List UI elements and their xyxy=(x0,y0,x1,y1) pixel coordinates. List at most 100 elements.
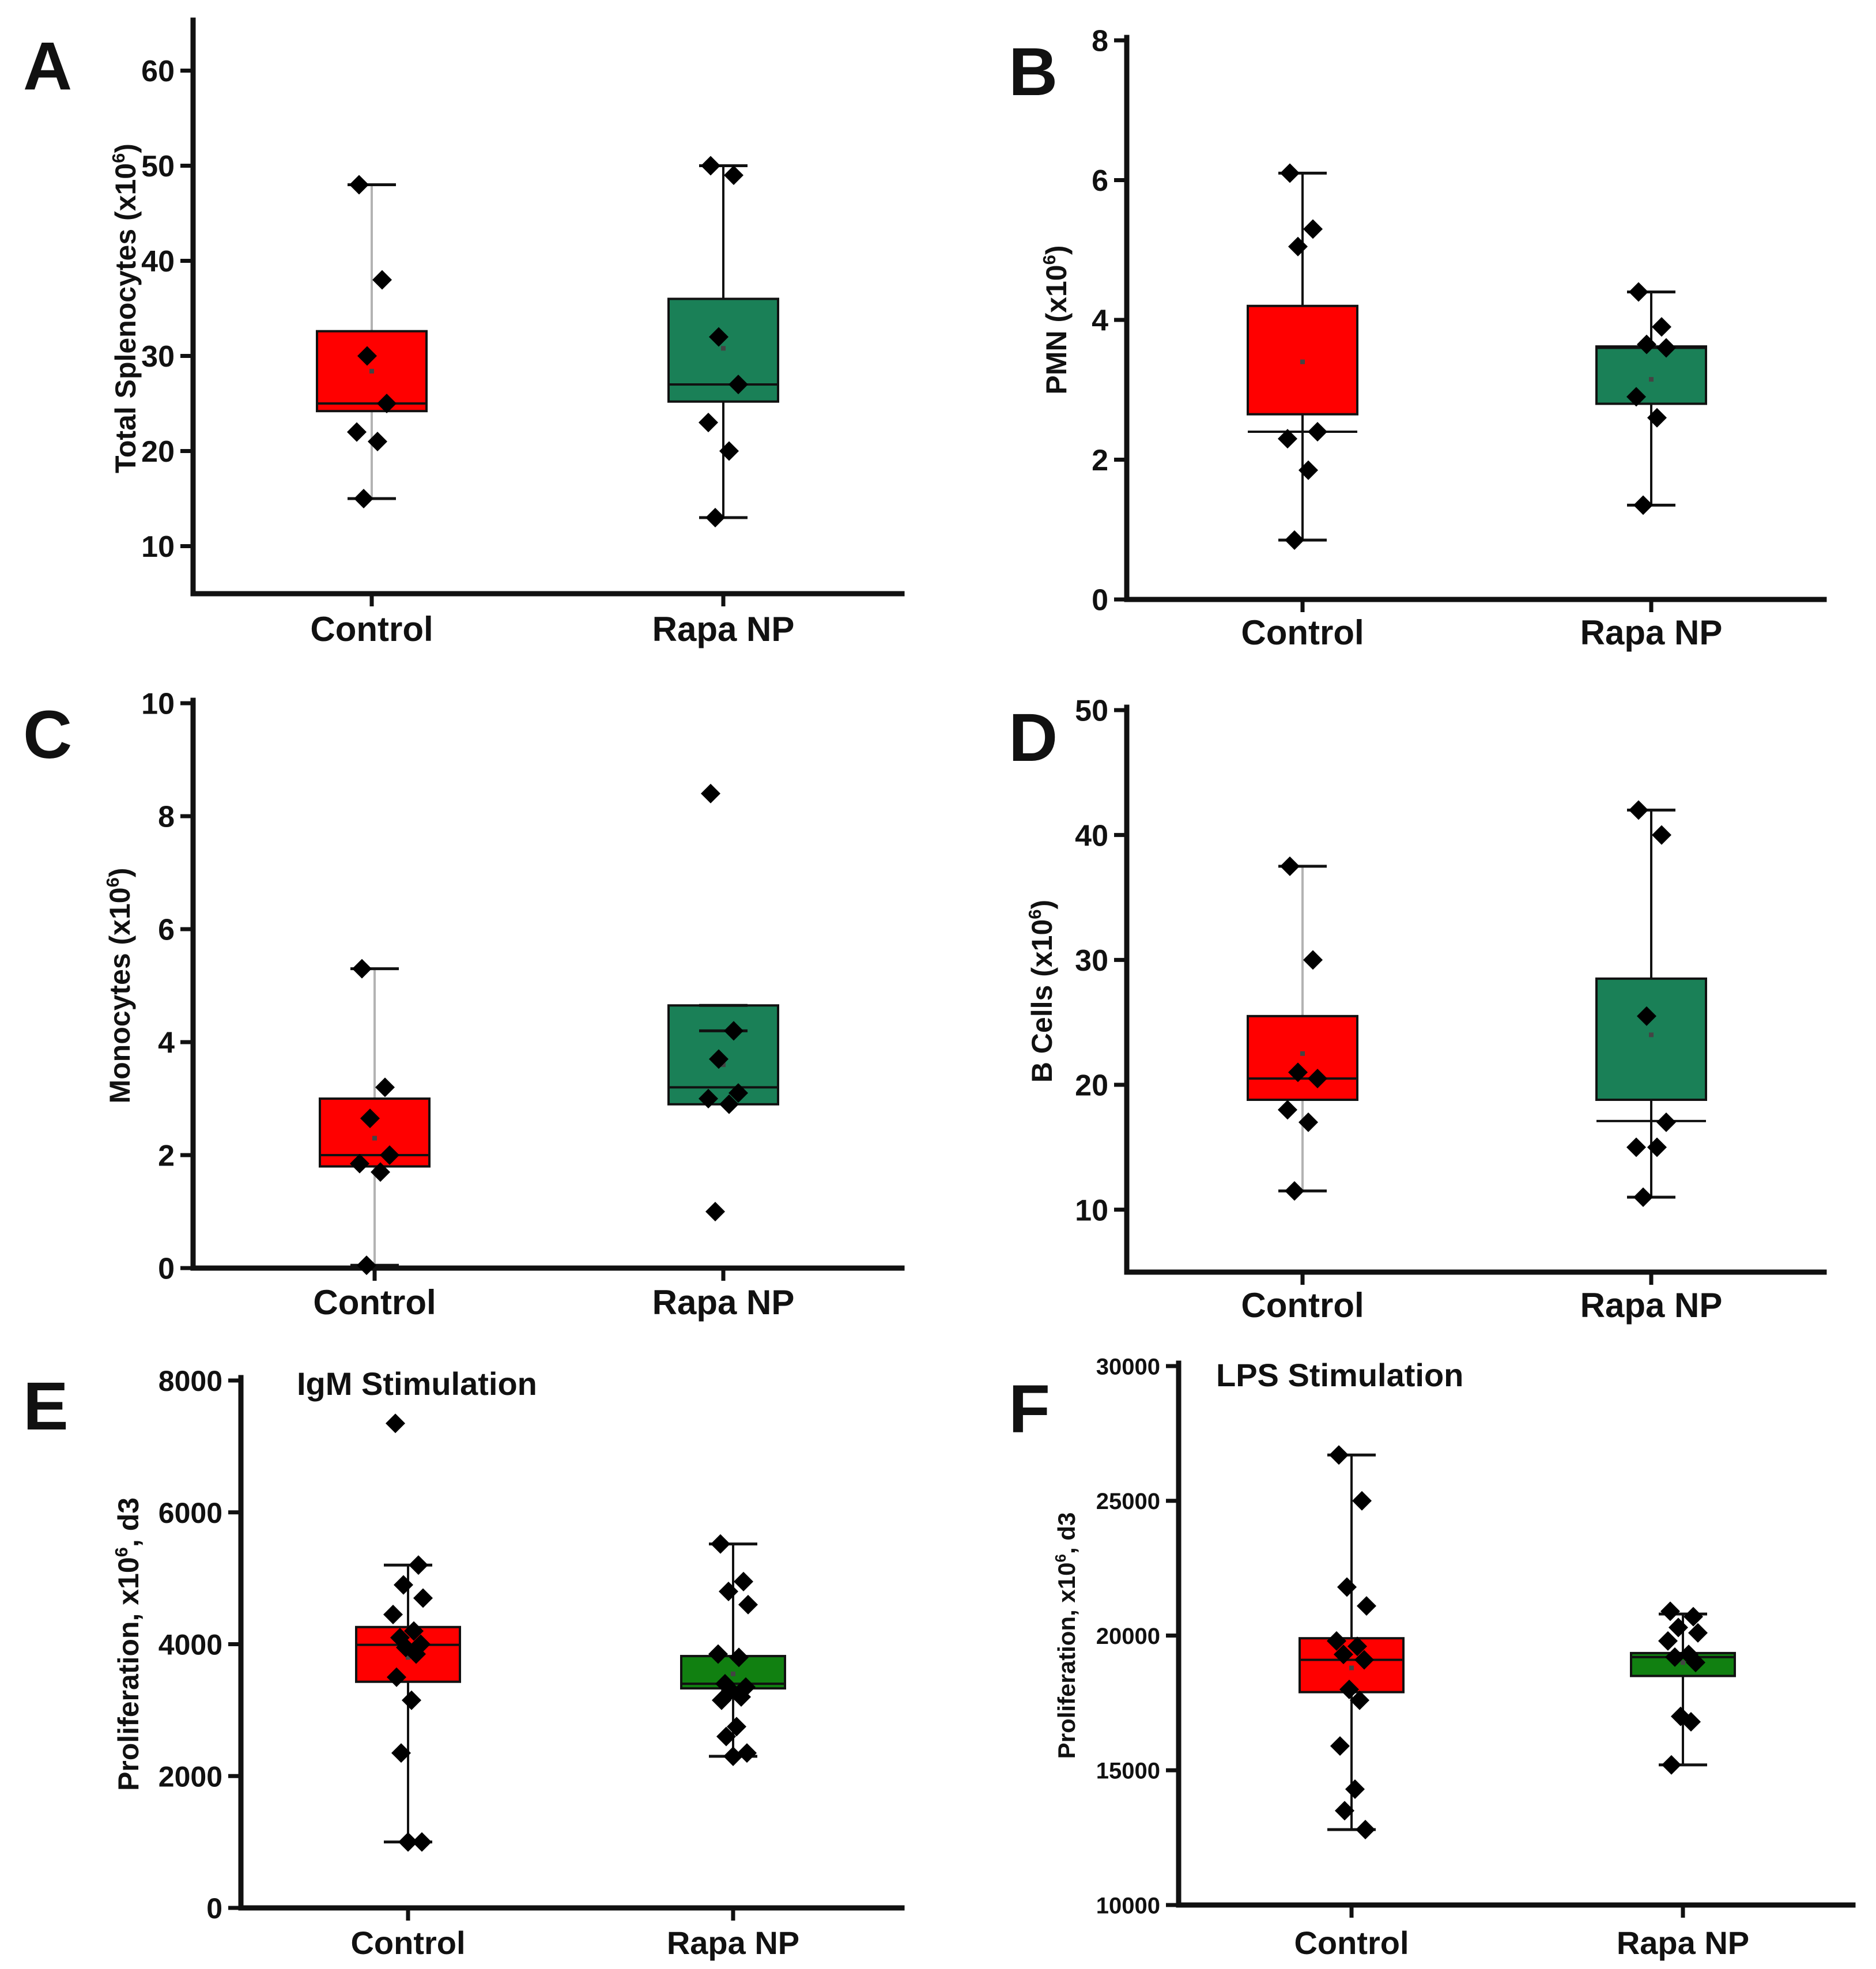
data-point xyxy=(1337,1577,1357,1597)
data-point xyxy=(1339,1680,1359,1699)
data-point xyxy=(728,1083,748,1103)
y-tick-label: 50 xyxy=(1075,695,1108,728)
data-point xyxy=(375,1077,395,1097)
y-axis-label-text: B Cells (x10 xyxy=(1026,919,1058,1082)
data-point xyxy=(1665,1647,1685,1667)
data-point xyxy=(1288,236,1308,257)
mean-marker xyxy=(731,1671,735,1676)
data-point xyxy=(1637,1006,1656,1026)
data-point xyxy=(1347,1636,1367,1657)
y-axis-label-text: PMN (x10 xyxy=(1040,265,1073,394)
data-point xyxy=(716,1726,736,1747)
y-tick-label: 20 xyxy=(141,435,175,469)
y-axis-label: Total Splenocytes (x106) xyxy=(108,144,142,473)
data-point xyxy=(1684,1606,1703,1627)
x-tick-label: Control xyxy=(310,610,433,648)
data-point xyxy=(368,432,387,451)
data-point xyxy=(1647,408,1667,428)
y-axis-label-end: ) xyxy=(104,867,136,877)
data-point xyxy=(723,1746,743,1766)
mean-marker xyxy=(1649,377,1654,382)
mean-marker xyxy=(1300,1051,1305,1056)
data-point xyxy=(1658,1631,1678,1651)
data-point xyxy=(1688,1623,1708,1643)
chart-title: IgM Stimulation xyxy=(297,1366,537,1402)
data-point xyxy=(701,156,720,176)
data-point xyxy=(1308,1069,1327,1089)
y-axis-label: Monocytes (x106) xyxy=(103,867,136,1103)
y-axis-label-sup: 6 xyxy=(108,153,129,163)
chart-title: LPS Stimulation xyxy=(1216,1357,1463,1393)
y-tick-label: 30000 xyxy=(1096,1354,1160,1379)
y-tick-label: 30 xyxy=(1075,944,1108,978)
y-axis-label-sup: 6 xyxy=(111,1547,131,1557)
data-point xyxy=(1652,317,1671,337)
x-tick-label: Rapa NP xyxy=(652,610,795,648)
y-axis-label: B Cells (x106) xyxy=(1025,900,1058,1082)
y-axis-label-sup: 6 xyxy=(1052,1554,1069,1562)
data-point xyxy=(1327,1631,1346,1651)
y-axis-label-end: ) xyxy=(1026,900,1058,910)
y-tick-label: 40 xyxy=(1075,819,1108,853)
data-point xyxy=(1354,1650,1374,1670)
panel-letter: F xyxy=(1009,1371,1050,1447)
y-tick-label: 0 xyxy=(206,1892,222,1925)
y-tick-label: 20000 xyxy=(1096,1624,1160,1649)
data-point xyxy=(1278,1100,1297,1120)
panel-letter: A xyxy=(23,28,72,104)
data-point xyxy=(380,1145,399,1165)
data-point xyxy=(1656,1112,1676,1132)
mean-marker xyxy=(721,346,726,351)
data-point xyxy=(1280,856,1300,876)
data-point xyxy=(386,1413,405,1434)
data-point xyxy=(1633,495,1653,515)
mean-marker xyxy=(1681,1660,1685,1665)
data-point xyxy=(409,1555,428,1575)
data-point xyxy=(1637,334,1656,354)
data-point xyxy=(1299,1112,1318,1132)
x-tick-label: Control xyxy=(1241,1286,1364,1325)
y-tick-label: 0 xyxy=(1092,584,1108,617)
data-point xyxy=(357,1255,376,1276)
y-tick-label: 2 xyxy=(1092,444,1108,477)
y-tick-label: 10 xyxy=(141,688,175,721)
y-tick-label: 6 xyxy=(158,914,175,947)
mean-marker xyxy=(369,368,374,374)
data-point xyxy=(1662,1755,1681,1775)
data-point xyxy=(1660,1601,1680,1621)
mean-marker xyxy=(1649,1032,1654,1038)
x-tick-label: Rapa NP xyxy=(652,1283,795,1322)
data-point xyxy=(1626,1137,1646,1157)
data-point xyxy=(1357,1596,1376,1616)
y-tick-label: 2 xyxy=(158,1140,175,1173)
x-tick-label: Control xyxy=(313,1283,436,1322)
data-point xyxy=(372,270,392,290)
data-point xyxy=(398,1832,418,1852)
data-point xyxy=(724,1021,743,1041)
data-point xyxy=(1352,1491,1372,1511)
data-point xyxy=(1288,1062,1308,1082)
y-axis-label-sup: 6 xyxy=(1025,909,1045,919)
data-point xyxy=(1669,1617,1688,1638)
panel-letter: E xyxy=(23,1368,69,1444)
data-point xyxy=(1356,1820,1375,1840)
data-point xyxy=(719,1582,738,1601)
y-tick-label: 6 xyxy=(1092,164,1108,198)
data-point xyxy=(701,783,720,804)
y-axis-label-text: Total Splenocytes (x10 xyxy=(110,163,142,473)
data-point xyxy=(709,327,728,347)
y-axis-label-text: Proliferation, x10 xyxy=(1053,1563,1080,1759)
data-point xyxy=(357,346,377,366)
panel-d: D 10 20 30 40 50 Control Rapa NP B Cells (x106) xyxy=(1009,695,1827,1325)
data-point xyxy=(1329,1445,1349,1465)
y-axis-label-text: Monocytes (x10 xyxy=(104,887,136,1103)
mean-marker xyxy=(372,1136,377,1141)
data-point xyxy=(734,1571,753,1591)
x-tick-label: Control xyxy=(1294,1925,1409,1961)
data-point xyxy=(1629,800,1648,820)
data-point xyxy=(719,441,739,461)
x-tick-label: Rapa NP xyxy=(1580,613,1723,652)
data-point xyxy=(394,1575,413,1595)
data-point xyxy=(349,175,369,195)
